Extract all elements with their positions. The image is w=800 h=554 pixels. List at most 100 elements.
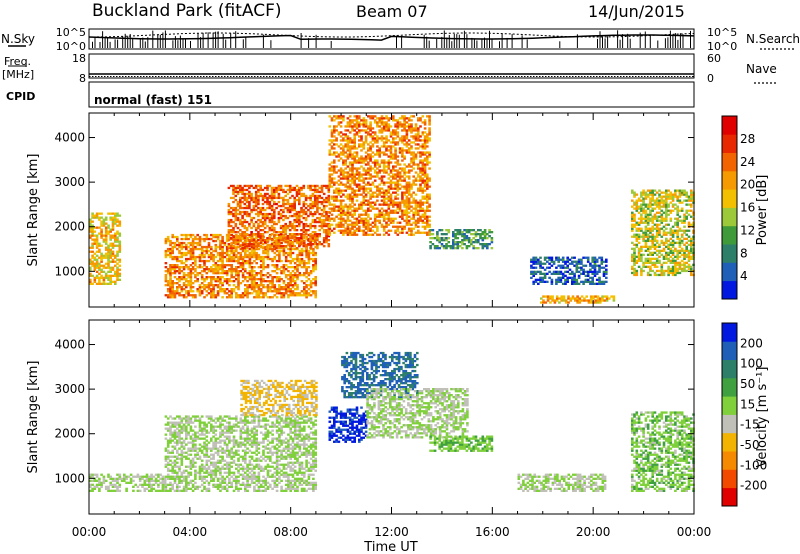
power-cell (302, 229, 306, 232)
power-cell (426, 137, 429, 140)
power-cell (102, 240, 106, 243)
power-cell (262, 292, 265, 295)
power-cell (89, 262, 92, 265)
power-cell (252, 233, 256, 236)
power-cell (89, 226, 92, 229)
power-cell (481, 233, 485, 236)
power-cell (203, 245, 206, 249)
power-cell (254, 241, 258, 244)
power-cell (194, 262, 197, 265)
power-cell (320, 200, 324, 204)
power-cell (410, 183, 413, 186)
power-cell (239, 196, 242, 200)
power-cell (417, 117, 420, 120)
power-cell (410, 233, 413, 236)
power-cell (351, 205, 354, 208)
power-cell (307, 266, 311, 269)
power-cell (248, 245, 251, 248)
power-cell (237, 278, 240, 281)
power-cell (241, 210, 244, 214)
power-cell (380, 131, 384, 134)
power-cell (351, 161, 354, 164)
power-cell (394, 125, 397, 128)
power-cell (602, 270, 606, 273)
power-cell (176, 257, 179, 261)
power-cell (221, 296, 224, 299)
power-cell (544, 295, 548, 298)
power-cell (232, 290, 236, 293)
power-cell (116, 252, 119, 255)
power-cell (216, 233, 220, 237)
power-cell (212, 296, 215, 299)
power-cell (380, 195, 384, 198)
power-cell (364, 187, 368, 190)
power-cell (369, 203, 372, 206)
power-cell (234, 188, 238, 192)
power-cell (314, 264, 317, 267)
power-cell (403, 209, 406, 212)
power-cell (348, 121, 352, 124)
power-cell (387, 119, 391, 122)
power-cell (305, 237, 308, 241)
power-cell (291, 251, 295, 255)
power-cell (344, 213, 347, 216)
power-cell (385, 189, 388, 192)
power-cell (287, 290, 290, 293)
power-cell (288, 229, 292, 232)
power-cell (584, 274, 588, 277)
power-cell (187, 237, 190, 241)
power-cell (95, 260, 99, 263)
power-cell (104, 216, 108, 219)
power-cell (380, 115, 384, 118)
power-cell (658, 261, 661, 264)
power-cell (277, 200, 281, 204)
power-cell (566, 256, 569, 259)
power-cell (561, 274, 565, 277)
power-cell (109, 244, 112, 247)
power-cell (440, 237, 444, 240)
power-cell (417, 179, 420, 182)
power-cell (102, 222, 106, 225)
power-cell (344, 171, 347, 174)
power-cell (423, 179, 427, 182)
power-cell (102, 282, 106, 285)
power-cell (646, 237, 650, 240)
power-cell (353, 133, 356, 136)
power-cell (284, 216, 287, 220)
power-cell (662, 247, 666, 250)
power-cell (584, 264, 588, 267)
power-cell (401, 211, 404, 214)
power-cell (392, 169, 395, 172)
power-cell (376, 207, 379, 210)
power-cell (337, 159, 341, 162)
power-cell (303, 290, 306, 293)
power-cell (287, 247, 290, 251)
nsky-frame (88, 28, 695, 50)
power-cell (235, 292, 238, 295)
power-cell (300, 259, 304, 263)
nave-tick-top: 60 (707, 52, 721, 65)
power-cell (210, 245, 213, 249)
power-cell (273, 239, 277, 243)
power-cell (252, 222, 256, 226)
power-cell (241, 274, 245, 277)
power-cell (472, 237, 475, 240)
power-cell (255, 272, 258, 275)
power-cell (239, 233, 242, 236)
power-cell (601, 299, 604, 302)
power-cell (109, 254, 112, 257)
power-cell (300, 210, 303, 214)
power-cell (567, 297, 570, 300)
power-cell (246, 253, 249, 257)
power-cell (428, 139, 431, 142)
power-cell (176, 264, 179, 267)
power-cell (232, 220, 235, 224)
power-cell (277, 216, 281, 220)
power-cell (655, 227, 659, 230)
power-cell (244, 270, 247, 273)
power-cell (595, 278, 599, 281)
power-cell (314, 276, 317, 279)
power-cell (257, 278, 261, 281)
power-cell (261, 237, 265, 240)
power-cell (196, 233, 199, 237)
